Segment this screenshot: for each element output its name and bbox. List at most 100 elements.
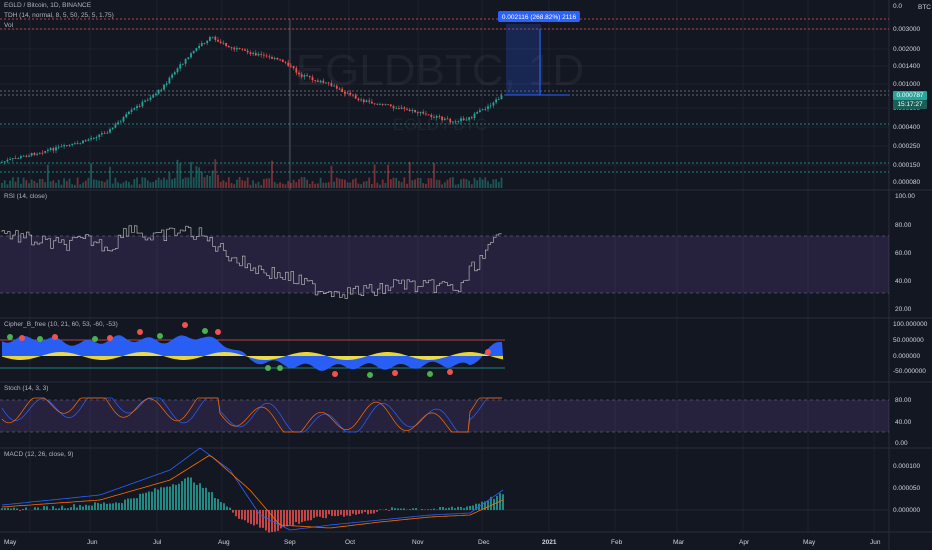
volume-bar xyxy=(492,179,495,188)
candle xyxy=(87,139,90,141)
price-tick: 0.000400 xyxy=(893,124,920,131)
indicator-tdh-title[interactable]: TDH (14, normal, 8, 5, 50, 25, 5, 1.75) xyxy=(4,12,114,19)
volume-bar xyxy=(44,182,47,188)
volume-bar xyxy=(333,181,335,188)
candle xyxy=(476,112,479,114)
candle xyxy=(244,49,246,51)
candlestick-series[interactable] xyxy=(1,35,503,165)
macd-bar xyxy=(466,506,468,510)
candle xyxy=(165,83,168,85)
macd-bar xyxy=(55,508,57,510)
macd-bar xyxy=(151,491,153,510)
candle xyxy=(308,76,311,78)
volume-bar xyxy=(71,184,74,188)
macd-bar xyxy=(370,510,372,514)
volume-bar xyxy=(338,178,341,188)
indicator-vol-title[interactable]: Vol xyxy=(4,22,14,29)
measure-box[interactable] xyxy=(506,24,541,95)
candle xyxy=(28,155,30,157)
candle xyxy=(263,54,265,56)
macd-bar xyxy=(313,510,315,518)
volume-bar xyxy=(476,180,479,188)
volume-bar xyxy=(152,181,155,188)
candle xyxy=(276,57,279,60)
volume-bar xyxy=(87,177,90,188)
volume-bar xyxy=(308,183,311,188)
symbol-title[interactable]: EGLD / Bitcoin, 1D, BINANCE xyxy=(4,2,92,9)
candle xyxy=(200,43,203,46)
volume-bar xyxy=(209,175,211,188)
macd-bar xyxy=(13,507,15,510)
volume-bar xyxy=(238,177,241,188)
candle xyxy=(41,152,44,154)
cipher-wave xyxy=(2,335,503,371)
macd-bar xyxy=(157,489,159,510)
candle xyxy=(344,91,346,94)
candle xyxy=(30,152,33,156)
measure-label-box[interactable] xyxy=(498,11,580,22)
cipher-tick: 0.000000 xyxy=(893,353,920,360)
cipher-tick: -50.000000 xyxy=(893,368,926,375)
candle xyxy=(325,82,327,84)
macd-bar xyxy=(97,503,99,510)
time-label: Sep xyxy=(284,539,296,546)
candle xyxy=(443,118,446,121)
macd-bar xyxy=(133,498,135,510)
volume-bar xyxy=(314,183,317,188)
rsi-title[interactable]: RSI (14, close) xyxy=(4,193,47,200)
candle xyxy=(241,48,244,50)
candle xyxy=(130,109,133,112)
candle xyxy=(346,92,349,94)
macd-bar xyxy=(190,477,192,510)
price-tick: 0.002000 xyxy=(893,46,920,53)
volume-bar xyxy=(468,180,470,188)
macd-bar xyxy=(307,510,309,521)
macd-bar xyxy=(457,506,459,510)
volume-bar xyxy=(284,184,287,188)
cipher-tick: 50.000000 xyxy=(893,337,924,344)
candle xyxy=(133,108,136,110)
cipher-title[interactable]: Cipher_B_free (10, 21, 60, 53, -60, -53) xyxy=(4,321,118,328)
price-axis-currency: BTC xyxy=(918,4,931,11)
rsi-axis: 100.00 80.00 60.00 40.00 20.00 xyxy=(895,193,915,313)
candle xyxy=(406,108,408,110)
macd-title[interactable]: MACD (12, 26, close, 9) xyxy=(4,451,74,458)
candle xyxy=(9,159,11,160)
macd-bar xyxy=(148,491,150,510)
macd-bar xyxy=(115,502,117,510)
volume-bar xyxy=(325,182,327,188)
macd-bar xyxy=(490,496,492,510)
candle xyxy=(92,138,95,139)
candle xyxy=(265,55,268,57)
candle xyxy=(392,106,395,109)
candle xyxy=(452,121,454,123)
volume-bar xyxy=(398,180,400,188)
candle xyxy=(438,116,441,117)
candle xyxy=(76,142,79,144)
candle xyxy=(427,114,430,116)
candle xyxy=(33,152,36,155)
cipher-tick: 100.000000 xyxy=(893,321,928,328)
macd-bar xyxy=(139,493,141,510)
volume-bar xyxy=(25,180,28,188)
candle xyxy=(468,117,470,120)
candle xyxy=(117,122,119,125)
macd-bar xyxy=(259,510,261,528)
macd-bar xyxy=(274,510,276,532)
macd-bar xyxy=(448,507,450,510)
macd-bar xyxy=(337,510,339,517)
macd-bar xyxy=(163,487,165,510)
volume-bar xyxy=(241,180,244,188)
macd-bar xyxy=(430,509,432,510)
candle xyxy=(462,118,465,121)
volume-bar xyxy=(192,177,195,188)
cipher-dot xyxy=(7,334,13,340)
rsi-line xyxy=(1,225,502,299)
price-axis[interactable]: 0.0 BTC 0.003000 0.002000 0.001400 0.001… xyxy=(893,3,931,186)
rsi-tick: 20.00 xyxy=(895,306,912,313)
time-axis[interactable]: May Jun Jul Aug Sep Oct Nov Dec 2021 Feb… xyxy=(4,539,881,546)
volume-bar xyxy=(133,179,136,188)
stoch-title[interactable]: Stoch (14, 3, 3) xyxy=(4,385,49,392)
macd-bar xyxy=(19,510,21,511)
